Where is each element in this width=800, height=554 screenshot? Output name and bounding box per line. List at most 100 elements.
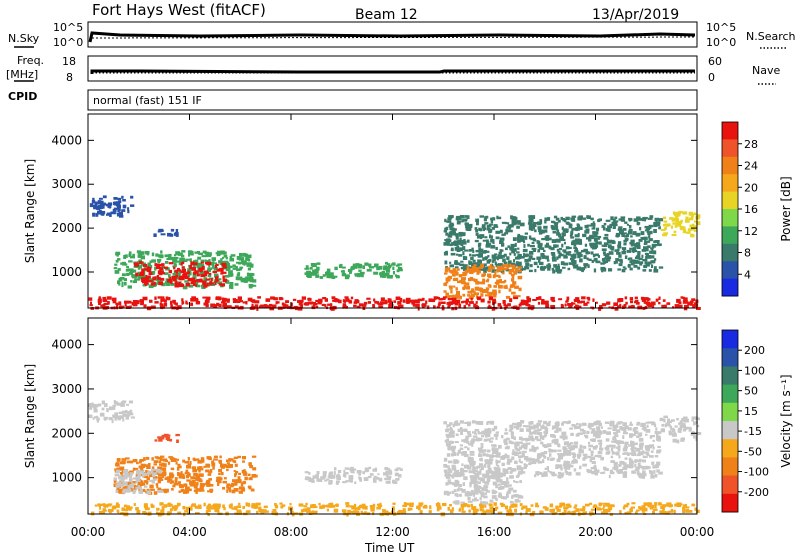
- data-cell: [462, 293, 466, 297]
- data-cell: [537, 221, 542, 226]
- data-cell: [385, 481, 390, 484]
- data-cell: [517, 275, 523, 280]
- beam-label: Beam 12: [355, 7, 418, 23]
- data-cell: [124, 457, 130, 460]
- data-cell: [222, 275, 225, 279]
- data-cell: [541, 472, 545, 476]
- data-cell: [579, 429, 584, 432]
- data-cell: [167, 511, 172, 514]
- data-cell: [450, 453, 454, 457]
- data-cell: [145, 274, 148, 279]
- data-cell: [173, 266, 176, 270]
- data-cell: [629, 435, 633, 439]
- data-cell: [189, 258, 192, 262]
- data-cell: [464, 218, 468, 221]
- data-cell: [508, 487, 514, 491]
- data-cell: [243, 278, 249, 282]
- data-cell: [153, 491, 158, 495]
- data-cell: [251, 503, 256, 508]
- data-cell: [446, 453, 451, 457]
- data-cell: [546, 444, 552, 447]
- data-cell: [506, 266, 509, 270]
- data-cell: [552, 269, 556, 274]
- data-cell: [240, 277, 245, 281]
- data-cell: [647, 421, 653, 424]
- data-cell: [582, 422, 587, 426]
- data-cell: [421, 303, 427, 307]
- data-cell: [470, 269, 476, 273]
- data-cell: [92, 403, 96, 408]
- data-cell: [100, 202, 105, 207]
- data-cell: [447, 479, 451, 483]
- data-cell: [164, 459, 168, 463]
- data-cell: [176, 269, 179, 274]
- data-cell: [130, 255, 135, 259]
- data-cell: [109, 509, 112, 514]
- data-cell: [615, 451, 620, 456]
- data-cell: [643, 264, 648, 269]
- data-cell: [511, 275, 515, 279]
- data-cell: [532, 299, 537, 301]
- data-cell: [275, 301, 280, 304]
- data-cell: [230, 484, 234, 488]
- data-cell: [290, 302, 293, 307]
- data-cell: [341, 273, 347, 277]
- data-cell: [613, 261, 618, 264]
- data-cell: [129, 305, 132, 309]
- data-cell: [642, 216, 648, 220]
- data-cell: [197, 504, 202, 509]
- data-cell: [507, 229, 513, 233]
- data-cell: [350, 469, 353, 474]
- data-cell: [258, 509, 264, 513]
- data-cell: [129, 506, 132, 511]
- data-cell: [546, 259, 550, 262]
- data-cell: [135, 470, 140, 475]
- data-cell: [225, 280, 230, 284]
- data-cell: [92, 197, 95, 200]
- data-cell: [596, 431, 601, 435]
- data-cell: [228, 273, 233, 277]
- data-cell: [590, 452, 594, 456]
- data-cell: [459, 427, 463, 431]
- data-cell: [537, 301, 540, 305]
- data-cell: [119, 475, 123, 478]
- data-cell: [113, 483, 118, 488]
- data-cell: [121, 209, 126, 212]
- data-cell: [343, 472, 347, 477]
- data-cell: [521, 507, 524, 510]
- data-cell: [203, 302, 209, 306]
- data-cell: [449, 509, 454, 514]
- data-cell: [514, 445, 518, 449]
- data-cell: [461, 439, 466, 442]
- data-cell: [159, 277, 165, 281]
- data-cell: [121, 195, 124, 199]
- data-cell: [570, 442, 574, 445]
- data-cell: [139, 251, 145, 255]
- data-cell: [497, 473, 503, 478]
- y-tick-label: 1000: [51, 265, 82, 279]
- data-cell: [622, 233, 625, 237]
- data-cell: [157, 279, 160, 283]
- data-cell: [153, 478, 157, 481]
- data-cell: [545, 431, 549, 434]
- data-cell: [688, 217, 694, 221]
- data-cell: [466, 265, 470, 269]
- data-cell: [288, 506, 292, 510]
- data-cell: [504, 455, 507, 459]
- data-cell: [593, 268, 597, 273]
- data-cell: [562, 218, 566, 222]
- data-cell: [628, 217, 633, 221]
- data-cell: [598, 433, 601, 438]
- data-cell: [337, 470, 342, 473]
- data-cell: [483, 438, 488, 442]
- data-cell: [218, 469, 222, 472]
- data-cell: [612, 225, 616, 229]
- data-cell: [616, 251, 621, 255]
- data-cell: [570, 304, 573, 309]
- data-cell: [364, 467, 369, 472]
- data-cell: [300, 509, 305, 513]
- data-cell: [472, 431, 477, 434]
- data-cell: [601, 269, 604, 273]
- data-cell: [594, 253, 599, 257]
- data-cell: [461, 220, 464, 223]
